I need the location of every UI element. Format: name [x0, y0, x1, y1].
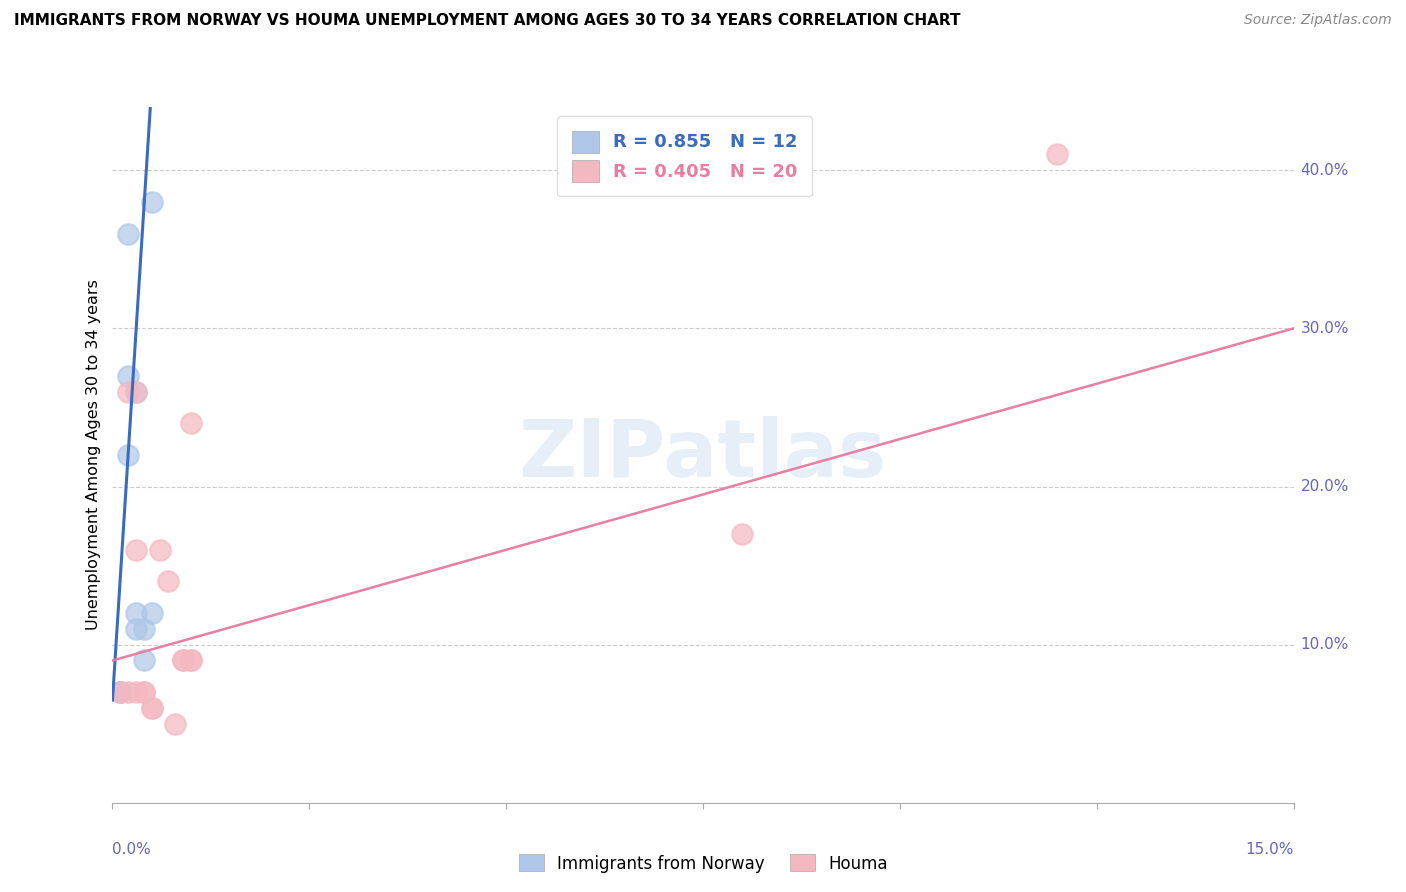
Text: 20.0%: 20.0%: [1301, 479, 1348, 494]
Text: 0.0%: 0.0%: [112, 842, 152, 857]
Point: [141, 701, 163, 715]
Point: [125, 606, 148, 620]
Point: [125, 384, 148, 399]
Point: [156, 574, 179, 589]
Text: 10.0%: 10.0%: [1301, 637, 1348, 652]
Point: [110, 685, 132, 699]
Point: [132, 622, 155, 636]
Point: [117, 227, 139, 241]
Y-axis label: Unemployment Among Ages 30 to 34 years: Unemployment Among Ages 30 to 34 years: [86, 279, 101, 631]
Point: [132, 653, 155, 667]
Point: [180, 417, 202, 431]
Point: [125, 542, 148, 557]
Point: [141, 701, 163, 715]
Text: 30.0%: 30.0%: [1301, 321, 1348, 336]
Point: [125, 685, 148, 699]
Point: [180, 653, 202, 667]
Point: [132, 685, 155, 699]
Point: [110, 685, 132, 699]
Legend: R = 0.855   N = 12, R = 0.405   N = 20: R = 0.855 N = 12, R = 0.405 N = 20: [557, 116, 813, 196]
Point: [731, 527, 754, 541]
Point: [117, 448, 139, 462]
Text: 15.0%: 15.0%: [1246, 842, 1294, 857]
Text: Source: ZipAtlas.com: Source: ZipAtlas.com: [1244, 13, 1392, 28]
Text: ZIPatlas: ZIPatlas: [519, 416, 887, 494]
Text: 40.0%: 40.0%: [1301, 163, 1348, 178]
Point: [180, 653, 202, 667]
Point: [172, 653, 194, 667]
Point: [125, 622, 148, 636]
Point: [165, 716, 187, 731]
Point: [132, 685, 155, 699]
Point: [117, 368, 139, 383]
Point: [141, 194, 163, 209]
Point: [1046, 147, 1069, 161]
Point: [141, 606, 163, 620]
Point: [117, 685, 139, 699]
Point: [117, 384, 139, 399]
Legend: Immigrants from Norway, Houma: Immigrants from Norway, Houma: [512, 847, 894, 880]
Point: [149, 542, 172, 557]
Point: [125, 384, 148, 399]
Point: [110, 685, 132, 699]
Point: [172, 653, 194, 667]
Text: IMMIGRANTS FROM NORWAY VS HOUMA UNEMPLOYMENT AMONG AGES 30 TO 34 YEARS CORRELATI: IMMIGRANTS FROM NORWAY VS HOUMA UNEMPLOY…: [14, 13, 960, 29]
